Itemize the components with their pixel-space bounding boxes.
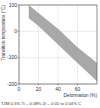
caption: TZM 0.5% Ti – 0.08% Zr – 0.01 to 0.04% C: [1, 101, 81, 106]
y-tick: [18, 5, 20, 6]
y-tick-label: 0: [14, 28, 17, 34]
plot-area: [29, 5, 97, 81]
grid-line: [77, 5, 78, 84]
x-tick-label: 0: [18, 86, 21, 92]
x-tick-label: 40: [55, 86, 61, 92]
frame: [19, 5, 97, 84]
y-tick-label: -100: [7, 54, 17, 60]
x-tick-label: 20: [36, 86, 42, 92]
y-tick: [18, 31, 20, 32]
y-axis-label: Transition temperature (°C): [1, 5, 6, 61]
x-axis-label: Deformation (%): [64, 93, 98, 98]
y-tick: [18, 84, 20, 85]
y-tick: [18, 57, 20, 58]
chart: -200 -100 0 100 0 20 40 60 Transition temperatur…: [0, 0, 100, 108]
x-tick-label: 60: [75, 86, 81, 92]
band: [29, 5, 97, 81]
y-tick-label: 100: [9, 2, 18, 8]
y-tick-label: -200: [7, 81, 17, 87]
